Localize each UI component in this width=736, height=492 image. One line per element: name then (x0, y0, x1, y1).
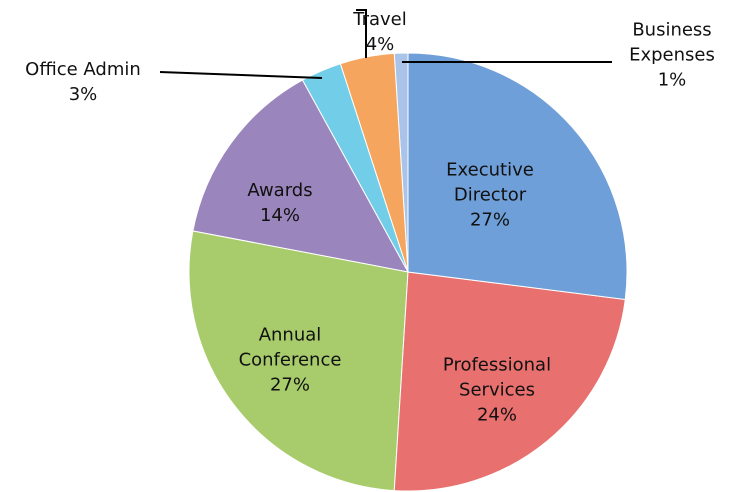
category-label: Professional Services (442, 354, 552, 401)
pie-slice (393, 271, 626, 492)
slice-label: Office Admin 3% (0, 57, 183, 107)
value-label: 3% (68, 84, 98, 105)
category-label: Business Expenses (629, 19, 715, 66)
value-label: 24% (476, 404, 517, 426)
slice-label: Travel 4% (330, 7, 430, 57)
slice-label: Professional Services 24% (427, 353, 567, 428)
pie-slice (192, 79, 409, 273)
slice-label: Awards 14% (230, 178, 330, 228)
value-label: 27% (469, 209, 510, 231)
category-label: Office Admin (25, 59, 141, 80)
leader-lines (159, 9, 612, 79)
pie-slice (407, 52, 628, 301)
slice-label: Executive Director 27% (430, 158, 550, 233)
leader-line (159, 71, 323, 79)
value-label: 4% (365, 34, 395, 55)
category-label: Executive Director (446, 159, 534, 206)
category-label: Travel (353, 9, 407, 30)
pie-slice (188, 230, 409, 492)
category-label: Awards (247, 180, 313, 201)
leader-line (356, 9, 367, 58)
category-label: Annual Conference (238, 324, 342, 371)
value-label: 1% (657, 69, 687, 91)
value-label: 14% (259, 205, 300, 226)
value-label: 27% (269, 374, 310, 396)
slice-label: Annual Conference 27% (215, 323, 365, 398)
slice-label: Business Expenses 1% (617, 18, 727, 93)
